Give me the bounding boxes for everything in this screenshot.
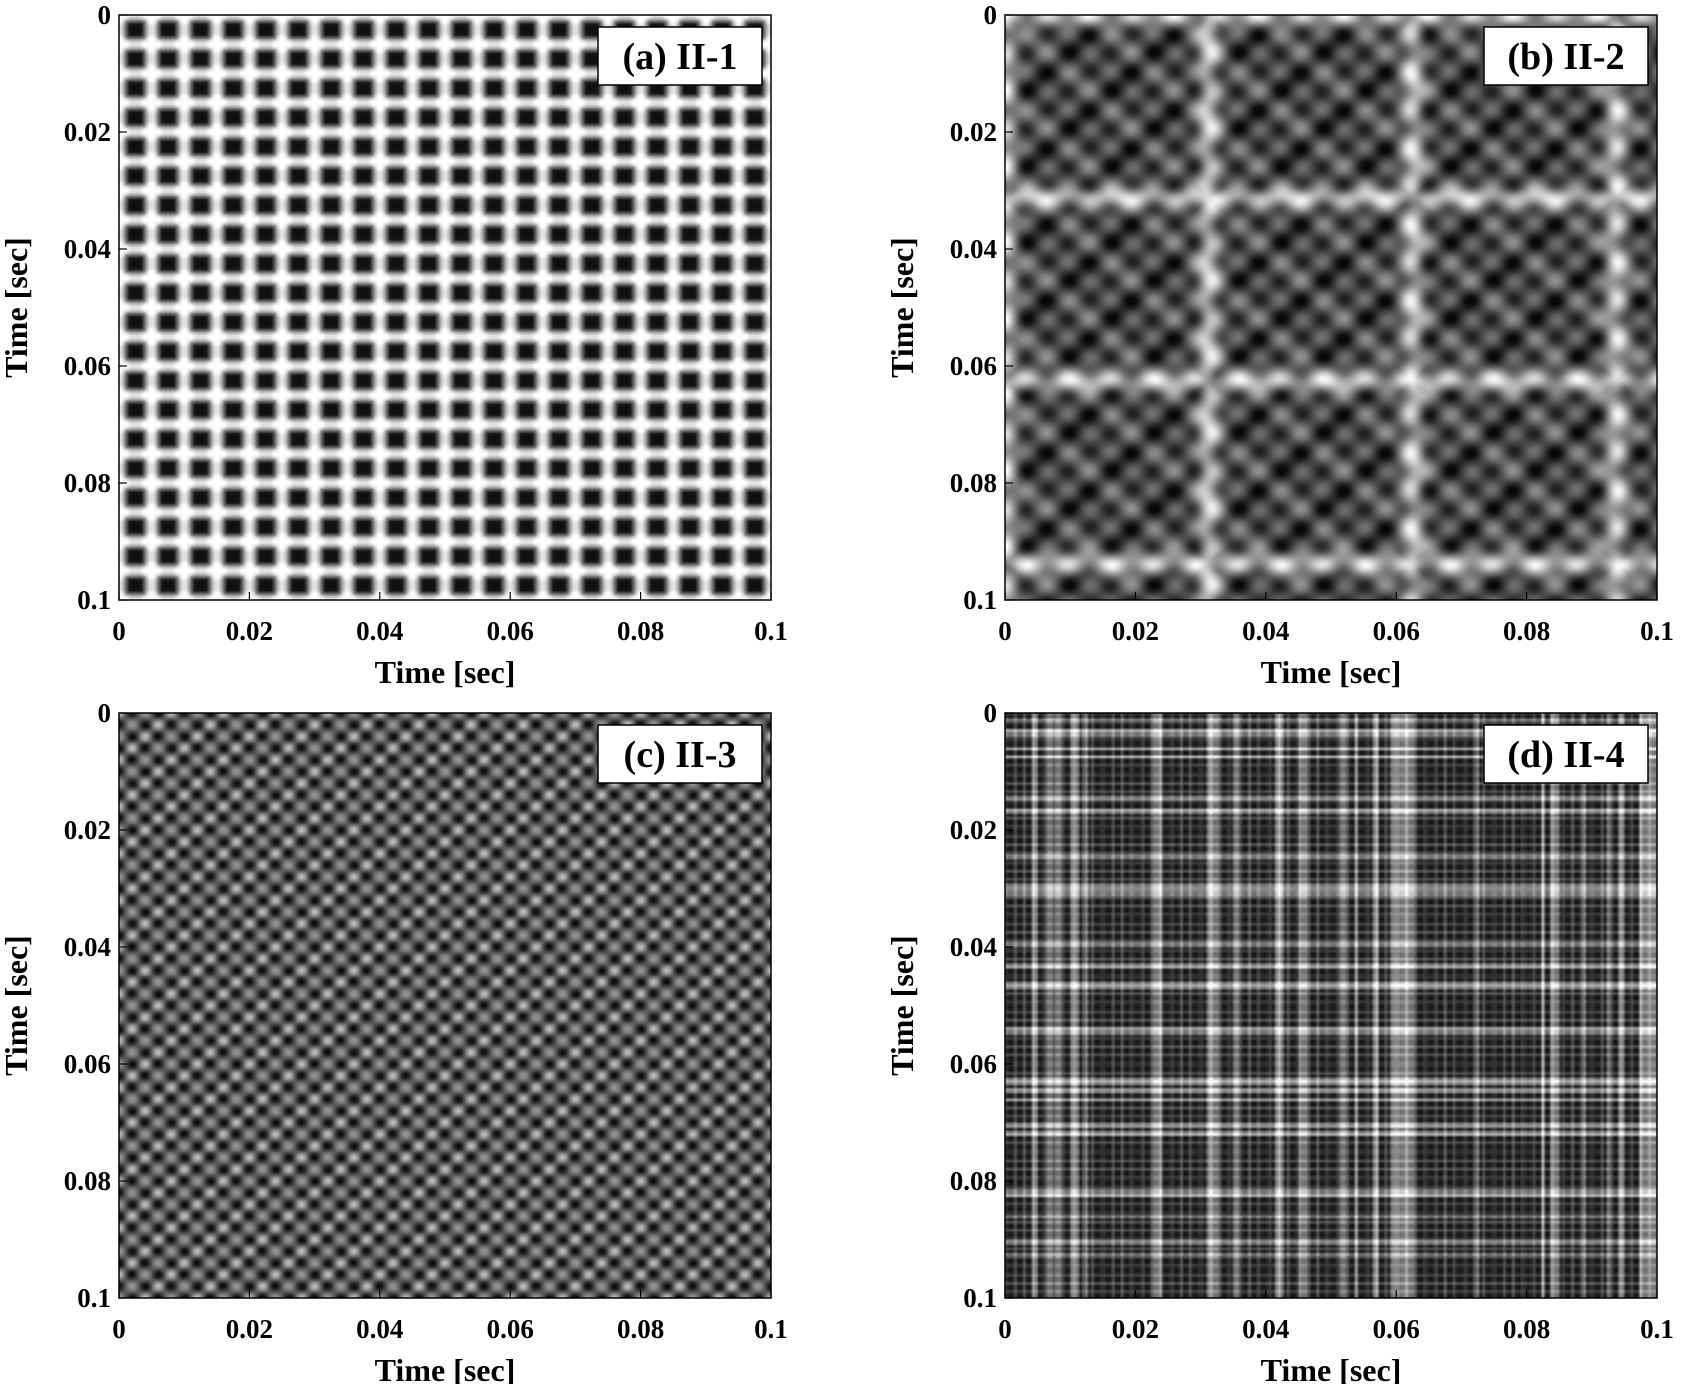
x-tick-label: 0.02 xyxy=(226,1314,273,1344)
panel-3: 0 0.02 0.04 0.06 0.08 0.100.020.040.060.080.1… xyxy=(0,698,788,1384)
x-tick-label: 0.02 xyxy=(1112,616,1159,646)
axes-frame xyxy=(118,712,772,1299)
y-tick-label: 0.08 xyxy=(64,1166,111,1196)
panel-label: (d) II-4 xyxy=(1507,734,1624,776)
y-tick-label: 0.04 xyxy=(64,932,111,962)
x-tick-label: 0.06 xyxy=(487,616,534,646)
y-tick-label: 0.1 xyxy=(963,585,997,615)
y-tick-label: 0.02 xyxy=(950,117,997,147)
heatmap-image xyxy=(1005,15,1657,600)
x-tick-label: 0.02 xyxy=(1112,1314,1159,1344)
axes-frame xyxy=(1004,14,1658,601)
panel-2: 0 0.02 0.04 0.06 0.08 0.100.020.040.060.080.1… xyxy=(884,0,1674,690)
axes-frame xyxy=(118,14,772,601)
x-tick-label: 0.04 xyxy=(356,1314,403,1344)
x-tick-label: 0.08 xyxy=(1503,1314,1550,1344)
y-tick-label: 0 xyxy=(98,698,112,728)
x-axis-label: Time [sec] xyxy=(375,1352,516,1384)
x-tick-label: 0.06 xyxy=(1373,616,1420,646)
x-tick-label: 0.04 xyxy=(1242,1314,1289,1344)
x-axis-label: Time [sec] xyxy=(375,654,516,690)
x-tick-label: 0.04 xyxy=(1242,616,1289,646)
y-tick-label: 0 xyxy=(98,0,112,30)
y-tick-label: 0.1 xyxy=(963,1283,997,1313)
y-tick-label: 0.02 xyxy=(950,815,997,845)
x-tick-label: 0 xyxy=(112,616,126,646)
y-tick-label: 0.08 xyxy=(950,1166,997,1196)
axes-frame xyxy=(1004,712,1658,1299)
x-tick-label: 0.06 xyxy=(1373,1314,1420,1344)
x-tick-label: 0 xyxy=(998,1314,1012,1344)
x-tick-label: 0.08 xyxy=(617,1314,664,1344)
y-tick-label: 0.1 xyxy=(77,1283,111,1313)
y-tick-label: 0.1 xyxy=(77,585,111,615)
y-tick-label: 0.06 xyxy=(64,351,111,381)
y-tick-label: 0.06 xyxy=(64,1049,111,1079)
y-tick-label: 0.06 xyxy=(950,351,997,381)
x-axis-label: Time [sec] xyxy=(1261,1352,1402,1384)
x-tick-label: 0.02 xyxy=(226,616,273,646)
y-tick-label: 0.02 xyxy=(64,815,111,845)
y-axis-label: Time [sec] xyxy=(884,935,920,1076)
y-tick-label: 0 xyxy=(984,0,998,30)
y-tick-label: 0.08 xyxy=(64,468,111,498)
panel-4: 0 0.02 0.04 0.06 0.08 0.100.020.040.060.080.1… xyxy=(884,698,1674,1384)
panel-label: (b) II-2 xyxy=(1507,36,1624,78)
panel-label-box xyxy=(597,724,763,784)
y-axis-label: Time [sec] xyxy=(884,237,920,378)
panel-label-box xyxy=(1483,26,1649,86)
y-tick-label: 0.04 xyxy=(64,234,111,264)
y-tick-label: 0.04 xyxy=(950,932,997,962)
x-tick-label: 0.08 xyxy=(617,616,664,646)
x-tick-label: 0.04 xyxy=(356,616,403,646)
x-tick-label: 0.1 xyxy=(754,616,788,646)
heatmap-image xyxy=(1005,713,1657,1298)
y-tick-label: 0.06 xyxy=(950,1049,997,1079)
x-tick-label: 0.06 xyxy=(487,1314,534,1344)
x-tick-label: 0.08 xyxy=(1503,616,1550,646)
panel-label-box xyxy=(1483,724,1649,784)
heatmap-image xyxy=(119,15,771,600)
x-axis-label: Time [sec] xyxy=(1261,654,1402,690)
y-axis-label: Time [sec] xyxy=(0,935,34,1076)
y-tick-label: 0.08 xyxy=(950,468,997,498)
x-tick-label: 0 xyxy=(998,616,1012,646)
x-tick-label: 0 xyxy=(112,1314,126,1344)
panel-label-box xyxy=(597,26,763,86)
panel-label: (a) II-1 xyxy=(622,36,737,78)
y-tick-label: 0.02 xyxy=(64,117,111,147)
y-tick-label: 0 xyxy=(984,698,998,728)
panel-label: (c) II-3 xyxy=(624,734,737,776)
y-axis-label: Time [sec] xyxy=(0,237,34,378)
heatmap-image xyxy=(119,713,771,1298)
x-tick-label: 0.1 xyxy=(1640,616,1674,646)
x-tick-label: 0.1 xyxy=(1640,1314,1674,1344)
panel-1: 0 0.02 0.04 0.06 0.08 0.100.020.040.060.080.1… xyxy=(0,0,788,690)
x-tick-label: 0.1 xyxy=(754,1314,788,1344)
y-tick-label: 0.04 xyxy=(950,234,997,264)
